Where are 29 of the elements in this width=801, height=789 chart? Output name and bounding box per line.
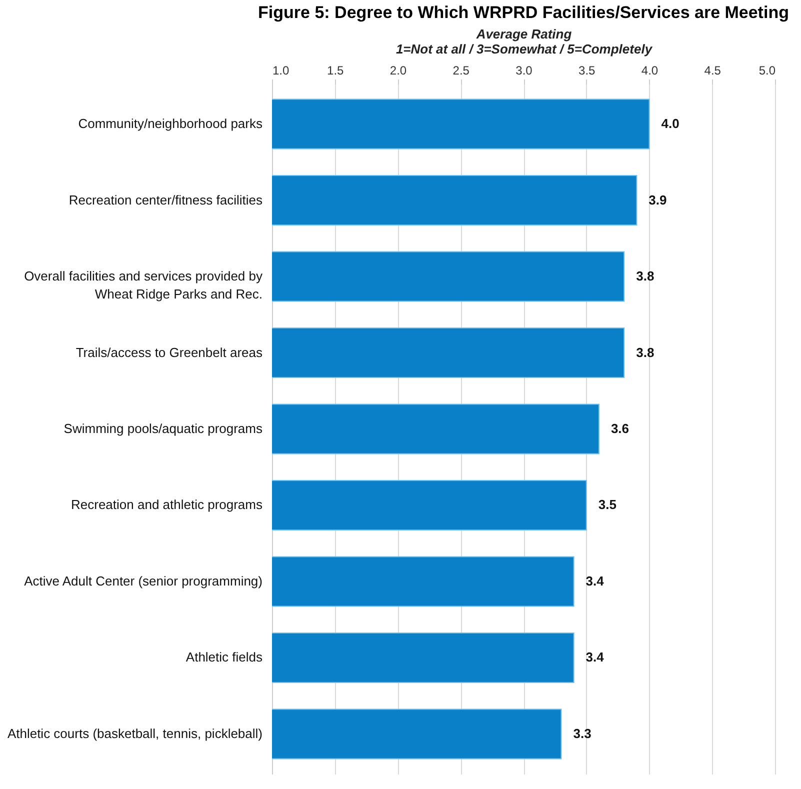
y-tick-label: Swimming pools/aquatic programs bbox=[64, 421, 263, 436]
y-tick-label: Trails/access to Greenbelt areas bbox=[76, 344, 263, 360]
y-tick-label: Community/neighborhood parks bbox=[78, 116, 263, 132]
y-tick-label: Overall facilities and services provided by Wheat Ridge Parks and Rec. bbox=[24, 268, 263, 302]
data-label: 3.5 bbox=[598, 497, 616, 512]
y-tick-label: Athletic fields bbox=[186, 650, 263, 665]
chart-title: Figure 5: Degree to Which WRPRD Facilities/Services are Meeting bbox=[258, 3, 789, 22]
x-tick-label: 1.0 bbox=[272, 64, 290, 78]
x-axis-title: Average Rating 1=Not at all / 3=Somewhat / 5=Completely bbox=[396, 26, 653, 56]
x-tick-label: 1.5 bbox=[327, 64, 344, 78]
y-tick-label: Athletic courts (basketball, tennis, pickleball) bbox=[7, 726, 262, 741]
data-label: 3.4 bbox=[586, 650, 605, 665]
data-label: 3.8 bbox=[636, 344, 654, 360]
data-label: 3.9 bbox=[648, 192, 667, 208]
x-tick-label: 3.0 bbox=[516, 64, 533, 78]
y-tick-label: Recreation and athletic programs bbox=[71, 497, 263, 512]
data-label: 3.8 bbox=[636, 268, 654, 284]
x-tick-label: 4.0 bbox=[641, 64, 658, 78]
x-tick-label: 2.5 bbox=[452, 64, 470, 78]
data-label: 3.3 bbox=[573, 726, 592, 741]
x-tick-label: 2.0 bbox=[390, 64, 407, 78]
x-tick-label: 4.5 bbox=[704, 64, 722, 78]
x-tick-label: 3.5 bbox=[578, 64, 596, 78]
y-tick-label: Active Adult Center (senior programming) bbox=[24, 573, 262, 588]
x-tick-label: 5.0 bbox=[758, 64, 776, 78]
data-label: 3.4 bbox=[586, 573, 605, 588]
data-label: 3.6 bbox=[610, 421, 630, 436]
y-tick-label: Recreation center/fitness facilities bbox=[68, 192, 263, 208]
data-label: 4.0 bbox=[661, 116, 680, 132]
